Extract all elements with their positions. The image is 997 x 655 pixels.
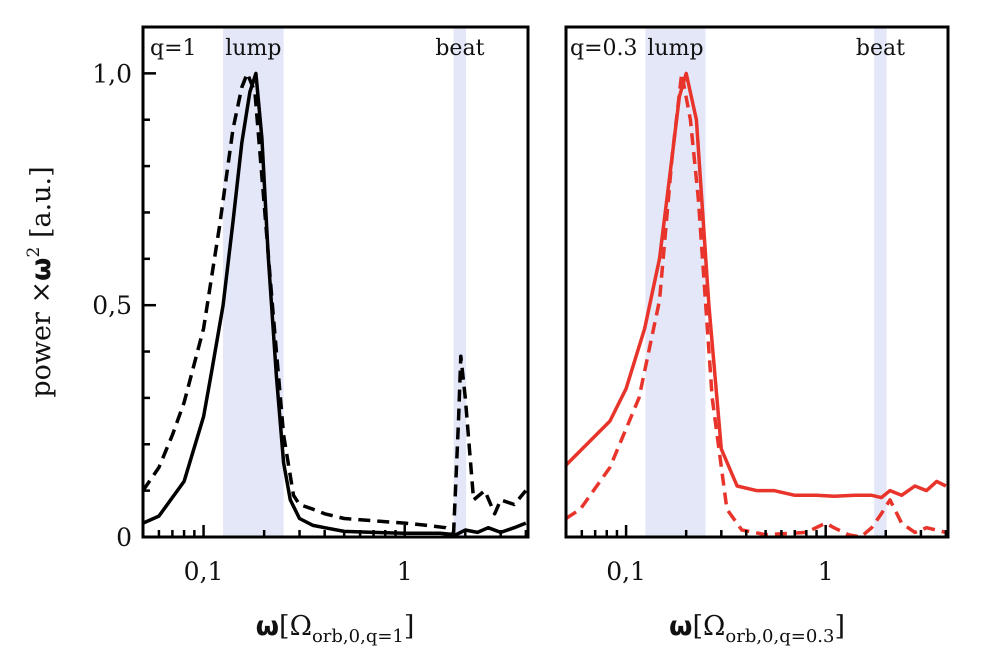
band-label-beat: beat — [856, 36, 905, 61]
band-label-lump: lump — [225, 36, 281, 61]
band-lump — [223, 27, 284, 537]
series-line-dashed — [566, 71, 947, 537]
series-line-solid — [143, 71, 527, 537]
x-tick-label: 1 — [818, 557, 834, 586]
y-axis-label: power ×ω2 [a.u.] — [24, 166, 57, 397]
panel-label: q=1 — [150, 36, 197, 61]
series-line-dashed — [143, 71, 528, 535]
band-label-beat: beat — [435, 36, 484, 61]
band-beat — [874, 27, 887, 537]
panel-q03: q=0.3 lump beat 0,1 1 ω[Ωorb,0,q=0.3] — [564, 25, 950, 647]
band-label-lump: lump — [647, 36, 703, 61]
series-line-solid — [566, 71, 947, 500]
panel-label: q=0.3 — [570, 36, 638, 61]
y-tick-label: 0 — [116, 523, 132, 552]
y-tick-label: 0,5 — [92, 291, 132, 320]
y-tick-label: 1,0 — [92, 59, 132, 88]
plot-frame — [564, 25, 950, 539]
x-axis-label: ω[Ωorb,0,q=0.3] — [669, 611, 845, 647]
plot-frame — [141, 25, 530, 539]
x-tick-label: 1 — [397, 557, 413, 586]
panel-q1: q=1 lump beat 0,1 1 0 0,5 1,0 power ×ω2 … — [24, 25, 530, 647]
x-tick-label: 0,1 — [184, 557, 224, 586]
band-beat — [453, 27, 467, 537]
x-axis-label: ω[Ωorb,0,q=1] — [256, 611, 415, 647]
x-tick-label: 0,1 — [606, 557, 646, 586]
